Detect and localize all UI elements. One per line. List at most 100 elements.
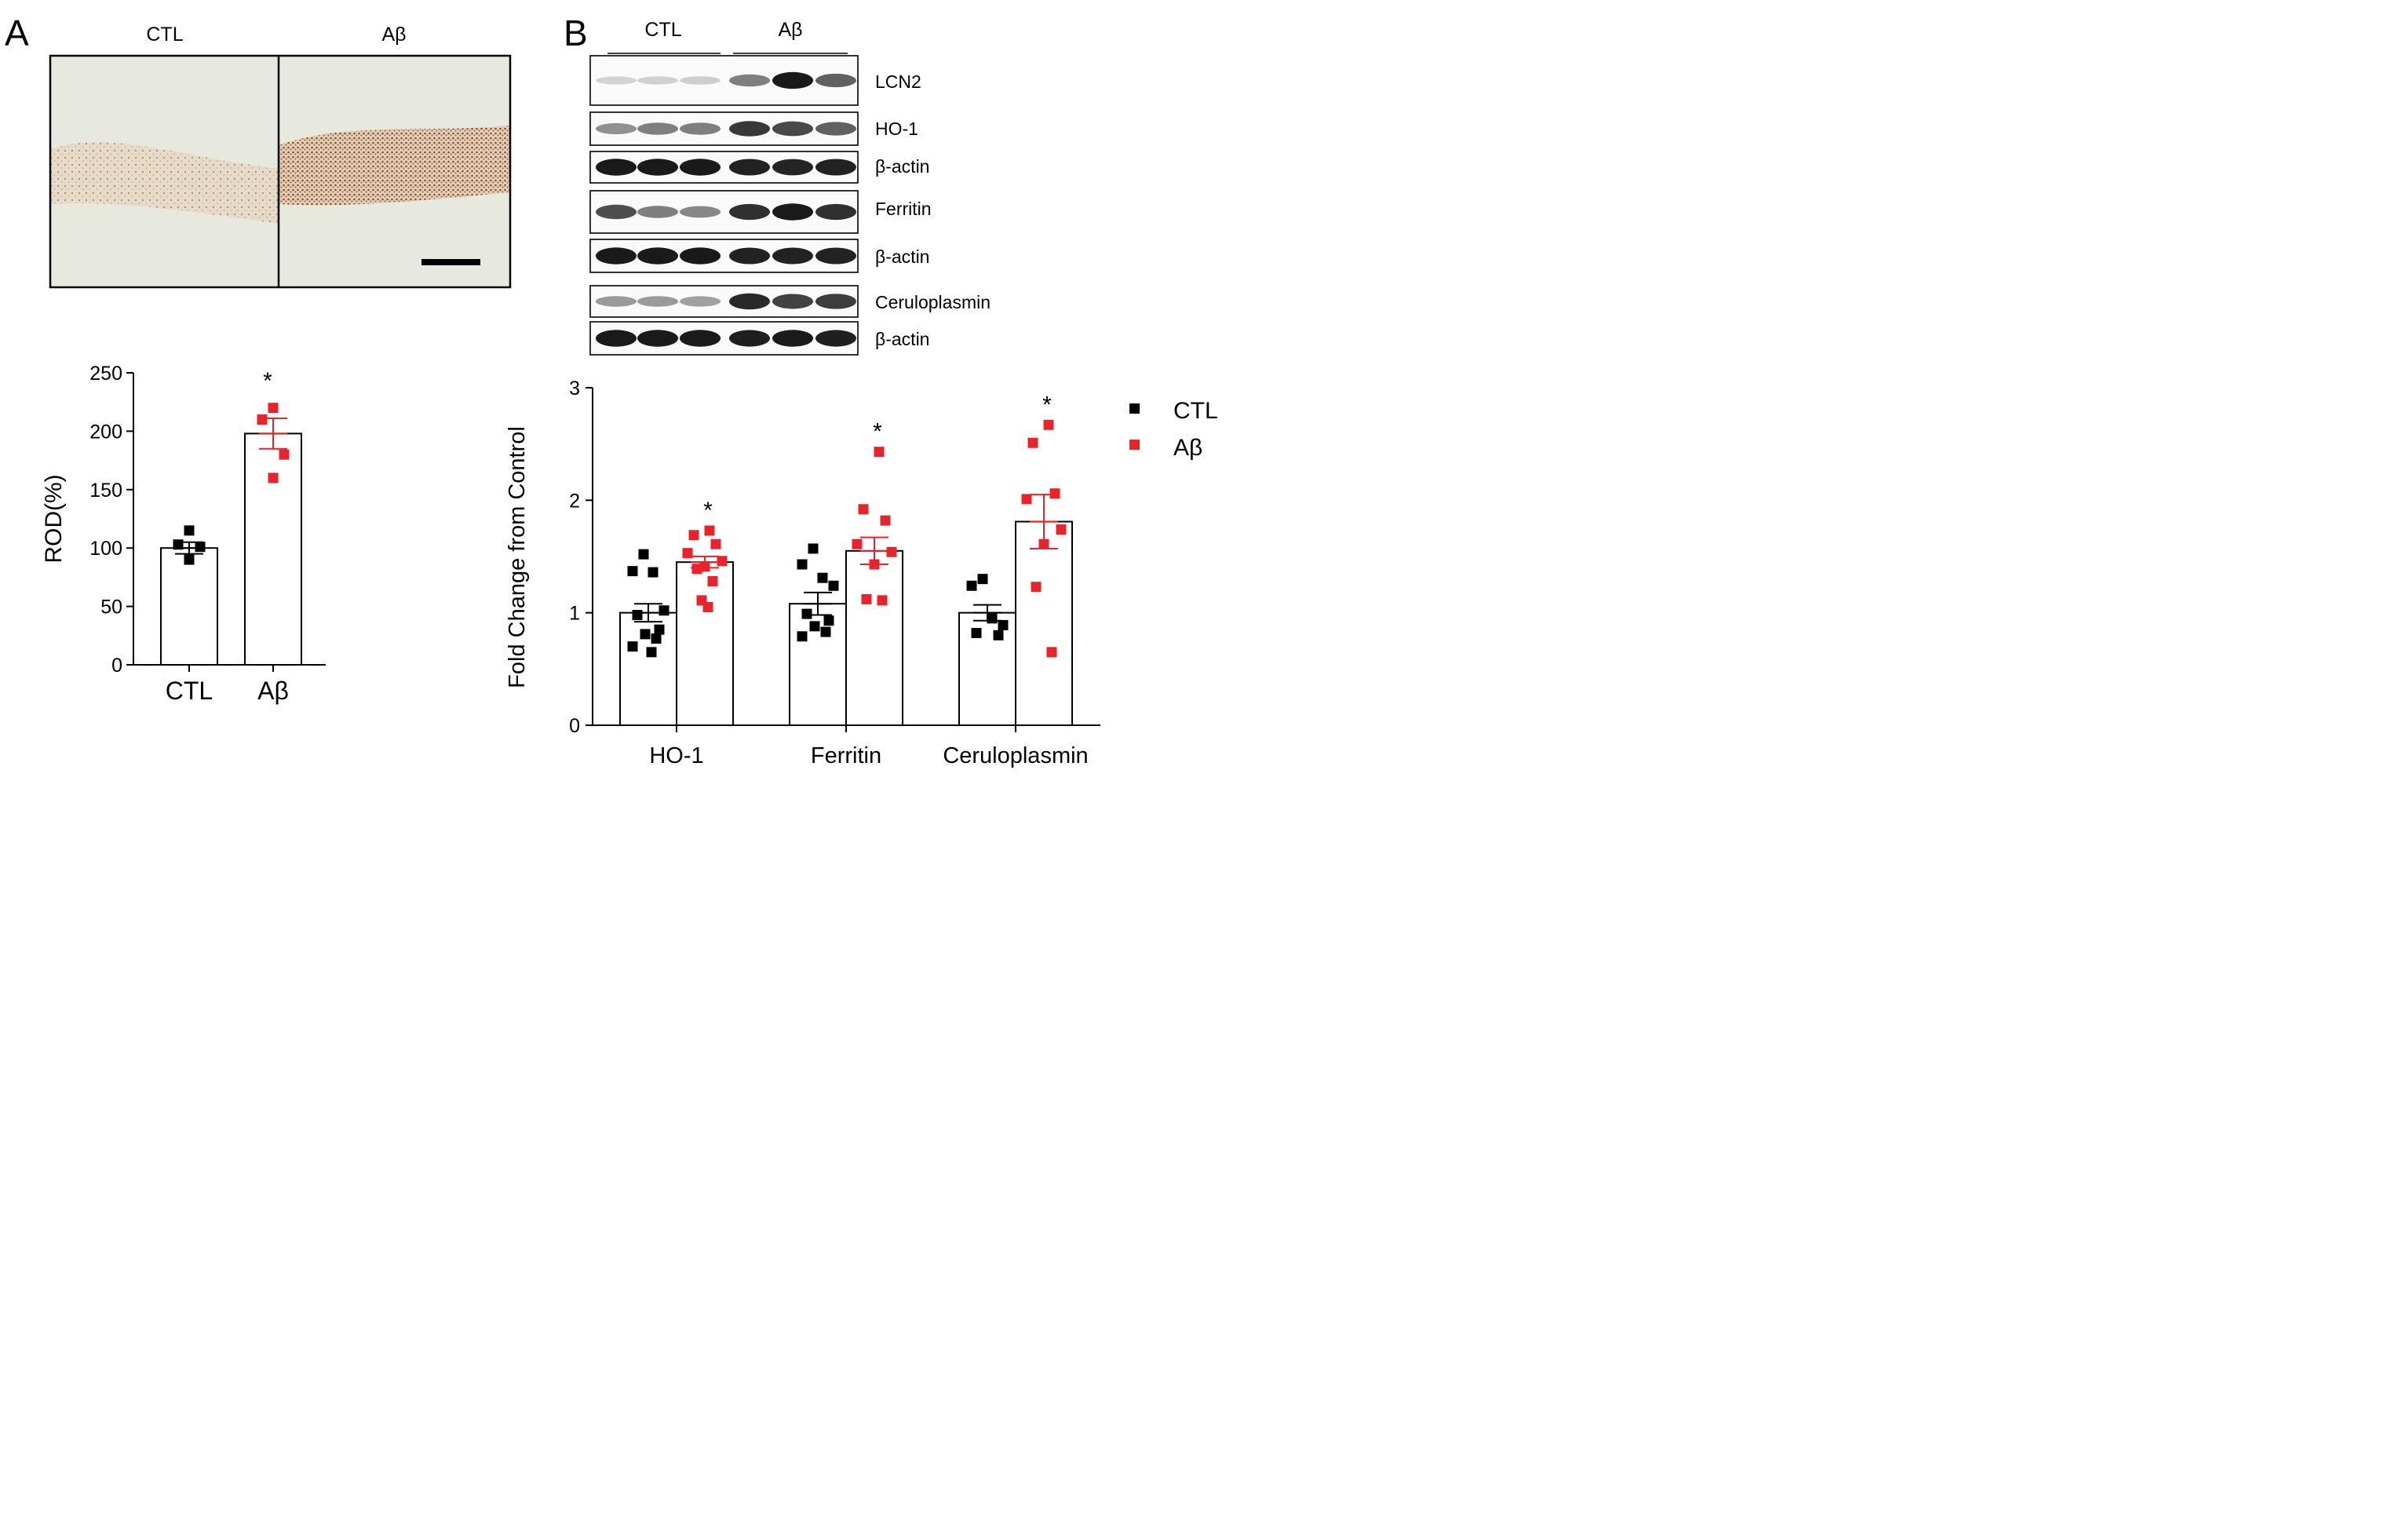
data-point <box>797 631 808 642</box>
data-point <box>691 564 702 575</box>
blot-band <box>680 206 721 218</box>
legend-abeta-label: Aβ <box>1173 435 1202 461</box>
data-point <box>877 595 888 606</box>
blot-band <box>729 159 770 176</box>
legend-abeta-marker <box>1129 440 1140 450</box>
data-point <box>1049 488 1060 499</box>
lane-group-abeta: Aβ <box>778 19 802 41</box>
blot-band <box>680 247 721 265</box>
data-point <box>268 403 279 414</box>
x-tick-label: Ferritin <box>811 743 881 768</box>
blot-label: Ceruloplasmin <box>875 292 991 312</box>
bar <box>160 547 218 666</box>
data-point <box>1027 437 1038 448</box>
blot-band <box>680 296 721 307</box>
bar-a <box>845 549 903 726</box>
ctl-staining <box>50 142 279 224</box>
blot-band <box>680 122 721 135</box>
data-point <box>651 633 662 644</box>
y-tick-label: 2 <box>569 490 580 512</box>
data-point <box>858 504 869 515</box>
blot-band <box>729 203 770 221</box>
blot-band <box>772 159 813 176</box>
blot-band <box>729 293 770 310</box>
blot-frame <box>589 285 859 318</box>
data-point <box>638 549 649 560</box>
lane-group-ctl: CTL <box>644 19 681 41</box>
data-point <box>184 525 195 536</box>
blot-band <box>596 122 637 135</box>
blot-strip: Ferritin <box>589 190 932 234</box>
data-point <box>808 543 819 554</box>
blot-band <box>815 159 856 176</box>
bar-ctl <box>958 611 1016 727</box>
data-point <box>861 593 872 604</box>
y-tick-label: 200 <box>89 421 122 443</box>
data-point <box>710 538 721 549</box>
y-tick-label: 50 <box>100 597 122 619</box>
blot-band <box>729 247 770 265</box>
blot-band <box>729 121 770 137</box>
blot-label: β-actin <box>875 246 929 267</box>
data-point <box>279 449 290 460</box>
data-point <box>1046 647 1057 658</box>
data-point <box>797 559 808 570</box>
data-point <box>801 608 812 619</box>
x-tick-label: HO-1 <box>649 743 703 768</box>
data-point <box>1056 524 1067 535</box>
x-tick-label: Aβ <box>257 677 289 705</box>
micrograph-label-abeta: Aβ <box>381 24 406 46</box>
data-point <box>627 641 638 652</box>
data-point <box>184 554 195 565</box>
panel-b-letter: B <box>564 13 588 53</box>
data-point <box>707 576 718 587</box>
data-point <box>993 629 1004 640</box>
x-tick-label: Ceruloplasmin <box>943 743 1088 768</box>
blot-band <box>772 247 813 265</box>
data-point <box>1021 494 1032 505</box>
data-point <box>688 530 699 541</box>
blot-label: HO-1 <box>875 119 918 139</box>
blot-band <box>772 121 813 137</box>
data-point <box>704 525 715 536</box>
blot-strip: Ceruloplasmin <box>589 285 991 318</box>
micrograph-image <box>49 54 512 289</box>
blot-band <box>596 159 637 176</box>
data-point <box>627 566 638 577</box>
blot-label: β-actin <box>875 329 929 349</box>
data-point <box>257 414 268 425</box>
legend-ctl-marker <box>1129 403 1140 414</box>
y-tick-label: 3 <box>569 378 580 400</box>
data-point <box>640 629 651 640</box>
chart-fold-change: 0 1 2 3 Fold Change from Control HO-1 * Ferriti… <box>505 378 1100 768</box>
bar-ctl <box>619 611 677 727</box>
bar <box>244 432 302 666</box>
data-point <box>646 647 657 658</box>
data-point <box>654 624 665 635</box>
y-tick-label: 0 <box>569 715 580 737</box>
blot-label: β-actin <box>875 156 929 177</box>
blot-band <box>637 247 678 265</box>
blot-band <box>596 76 637 85</box>
significance-star: * <box>873 419 882 445</box>
scale-bar <box>421 259 480 265</box>
significance-star: * <box>1042 392 1052 418</box>
data-point <box>998 619 1009 630</box>
y-tick-label: 100 <box>89 538 122 560</box>
blot-band <box>815 203 856 221</box>
y-tick-label: 150 <box>89 480 122 502</box>
blot-band <box>637 76 678 85</box>
y-axis-title: Fold Change from Control <box>505 426 530 688</box>
blot-strip: β-actin <box>589 151 929 184</box>
blot-band <box>772 330 813 347</box>
blot-strip: β-actin <box>589 321 929 356</box>
data-point <box>966 580 977 591</box>
blot-band <box>772 294 813 309</box>
blot-band <box>680 330 721 347</box>
x-tick-label: CTL <box>166 677 213 705</box>
data-point <box>195 542 206 553</box>
blot-band <box>596 247 637 265</box>
data-point <box>880 515 891 526</box>
panel-a-letter: A <box>5 13 29 53</box>
data-point <box>632 610 643 621</box>
